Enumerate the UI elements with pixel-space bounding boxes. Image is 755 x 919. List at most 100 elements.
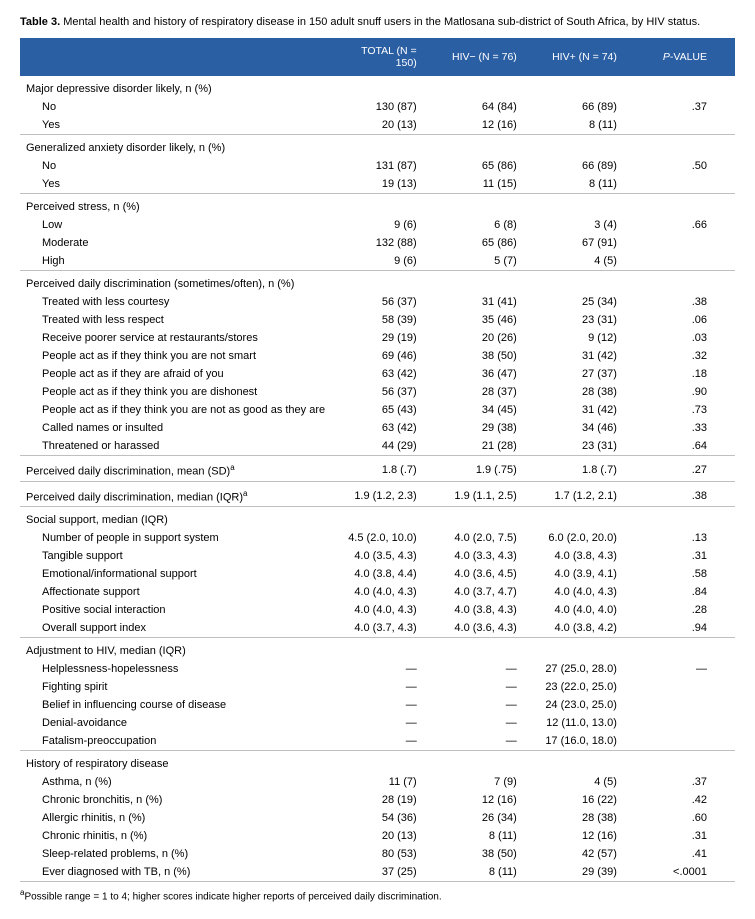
val-pvalue [635, 116, 735, 134]
row-label: Treated with less courtesy [20, 293, 335, 311]
val-hiv-pos: 17 (16.0, 18.0) [535, 732, 635, 750]
val-hiv-pos: 4.0 (3.9, 4.1) [535, 565, 635, 583]
section-title: Perceived stress, n (%) [20, 194, 735, 217]
val-hiv-pos: 6.0 (2.0, 20.0) [535, 529, 635, 547]
val-pvalue: .37 [635, 98, 735, 116]
val-hiv-neg: — [435, 714, 535, 732]
val-hiv-pos: 66 (89) [535, 98, 635, 116]
val-hiv-neg: 20 (26) [435, 329, 535, 347]
val-total: 4.0 (4.0, 4.3) [335, 601, 435, 619]
val-hiv-pos: 4 (5) [535, 773, 635, 791]
row-label: Low [20, 216, 335, 234]
val-pvalue [635, 234, 735, 252]
val-pvalue [635, 696, 735, 714]
val-hiv-neg: 4.0 (3.7, 4.7) [435, 583, 535, 601]
row-label: Threatened or harassed [20, 437, 335, 455]
val-pvalue: — [635, 660, 735, 678]
val-total: 65 (43) [335, 401, 435, 419]
row-label: Treated with less respect [20, 311, 335, 329]
val-pvalue: .27 [635, 456, 735, 481]
val-hiv-pos: 66 (89) [535, 157, 635, 175]
val-hiv-neg: 11 (15) [435, 175, 535, 193]
val-hiv-pos: 27 (37) [535, 365, 635, 383]
val-total: 130 (87) [335, 98, 435, 116]
row-label: Fighting spirit [20, 678, 335, 696]
val-hiv-pos: 31 (42) [535, 401, 635, 419]
val-total: 58 (39) [335, 311, 435, 329]
val-total: 4.0 (3.7, 4.3) [335, 619, 435, 637]
section-title: Generalized anxiety disorder likely, n (… [20, 135, 735, 158]
val-pvalue: .42 [635, 791, 735, 809]
section-title: Social support, median (IQR) [20, 507, 735, 530]
val-pvalue: .38 [635, 293, 735, 311]
val-total: 56 (37) [335, 293, 435, 311]
val-pvalue: .41 [635, 845, 735, 863]
header-row: TOTAL (N = 150) HIV− (N = 76) HIV+ (N = … [20, 38, 735, 76]
val-total: 20 (13) [335, 827, 435, 845]
val-hiv-pos: 8 (11) [535, 116, 635, 134]
val-pvalue: .31 [635, 547, 735, 565]
row-label: High [20, 252, 335, 270]
row-label: No [20, 98, 335, 116]
row-label: Yes [20, 116, 335, 134]
val-pvalue: .03 [635, 329, 735, 347]
val-total: 37 (25) [335, 863, 435, 882]
val-pvalue: .13 [635, 529, 735, 547]
col-pvalue: P-VALUE [635, 38, 735, 76]
val-hiv-neg: 4.0 (3.6, 4.3) [435, 619, 535, 637]
val-hiv-neg: 38 (50) [435, 845, 535, 863]
row-label: Denial-avoidance [20, 714, 335, 732]
val-total: 9 (6) [335, 216, 435, 234]
val-total: — [335, 660, 435, 678]
data-table: TOTAL (N = 150) HIV− (N = 76) HIV+ (N = … [20, 38, 735, 882]
row-label: Tangible support [20, 547, 335, 565]
val-total: — [335, 714, 435, 732]
val-total: — [335, 678, 435, 696]
row-label: Affectionate support [20, 583, 335, 601]
table-footnote: aPossible range = 1 to 4; higher scores … [20, 888, 735, 902]
val-pvalue: .06 [635, 311, 735, 329]
val-hiv-neg: 36 (47) [435, 365, 535, 383]
row-label: Allergic rhinitis, n (%) [20, 809, 335, 827]
val-hiv-neg: 29 (38) [435, 419, 535, 437]
val-pvalue [635, 714, 735, 732]
val-total: 1.9 (1.2, 2.3) [335, 481, 435, 506]
col-total: TOTAL (N = 150) [335, 38, 435, 76]
val-hiv-neg: 12 (16) [435, 116, 535, 134]
val-hiv-pos: 28 (38) [535, 383, 635, 401]
val-hiv-neg: — [435, 678, 535, 696]
val-total: 4.0 (3.8, 4.4) [335, 565, 435, 583]
val-pvalue: .94 [635, 619, 735, 637]
val-hiv-pos: 31 (42) [535, 347, 635, 365]
row-label: People act as if they think you are dish… [20, 383, 335, 401]
row-label: Asthma, n (%) [20, 773, 335, 791]
val-pvalue [635, 252, 735, 270]
val-hiv-neg: 8 (11) [435, 863, 535, 882]
row-label: Ever diagnosed with TB, n (%) [20, 863, 335, 882]
row-label: Yes [20, 175, 335, 193]
val-pvalue: .37 [635, 773, 735, 791]
val-pvalue: .38 [635, 481, 735, 506]
row-label: Chronic rhinitis, n (%) [20, 827, 335, 845]
val-pvalue [635, 678, 735, 696]
val-hiv-neg: 34 (45) [435, 401, 535, 419]
val-pvalue: .31 [635, 827, 735, 845]
row-label: Receive poorer service at restaurants/st… [20, 329, 335, 347]
val-hiv-neg: 1.9 (.75) [435, 456, 535, 481]
row-label: Belief in influencing course of disease [20, 696, 335, 714]
val-hiv-pos: 24 (23.0, 25.0) [535, 696, 635, 714]
val-pvalue: .33 [635, 419, 735, 437]
val-hiv-neg: 65 (86) [435, 157, 535, 175]
val-hiv-neg: 4.0 (3.6, 4.5) [435, 565, 535, 583]
val-hiv-pos: 23 (31) [535, 311, 635, 329]
val-hiv-neg: — [435, 732, 535, 750]
val-hiv-pos: 4.0 (4.0, 4.3) [535, 583, 635, 601]
row-label: Chronic bronchitis, n (%) [20, 791, 335, 809]
col-hiv-neg: HIV− (N = 76) [435, 38, 535, 76]
val-total: 56 (37) [335, 383, 435, 401]
val-hiv-pos: 4.0 (4.0, 4.0) [535, 601, 635, 619]
val-hiv-neg: 4.0 (3.8, 4.3) [435, 601, 535, 619]
section-title: Perceived daily discrimination (sometime… [20, 271, 735, 294]
val-pvalue: .84 [635, 583, 735, 601]
val-hiv-neg: 38 (50) [435, 347, 535, 365]
